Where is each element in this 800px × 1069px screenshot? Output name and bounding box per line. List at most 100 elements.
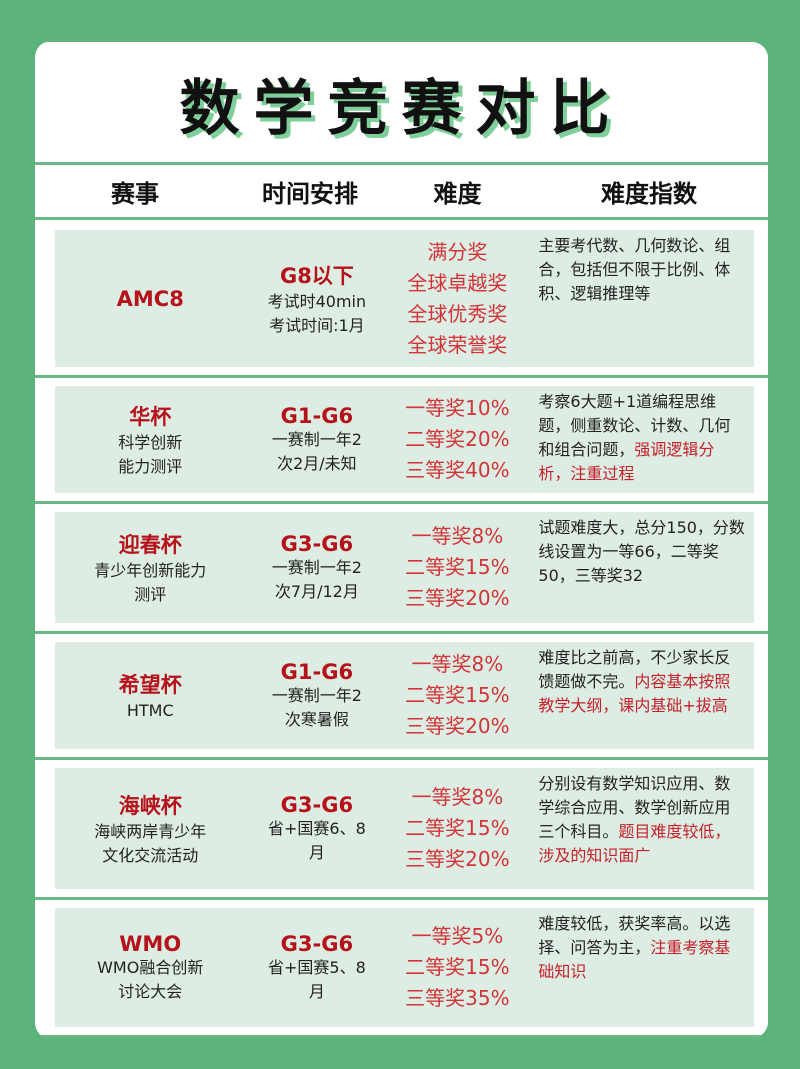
row-panel: 华杯科学创新能力测评 G1-G6 一赛制一年2 次2月/未知 一等奖10% 二等奖20% 三… [55, 386, 754, 493]
table-header: 赛事 时间安排 难度 难度指数 [35, 162, 768, 220]
schedule-line: 次7月/12月 [274, 581, 359, 601]
awards-cell: 一等奖8% 二等奖15% 三等奖20% [388, 768, 526, 889]
award-line: 三等奖20% [405, 586, 510, 610]
event-cell: 希望杯 HTMC [55, 642, 245, 749]
row-panel: AMC8 G8以下 考试时40min 考试时间:1月 满分奖 全球卓越奖 全球优秀奖 全球荣誉… [55, 230, 754, 367]
event-subtitle: 讨论大会 [118, 981, 183, 1001]
awards-cell: 一等奖8% 二等奖15% 三等奖20% [388, 512, 526, 623]
grade-range: G1-G6 [280, 403, 354, 428]
event-subtitle: 文化交流活动 [102, 845, 199, 865]
description-text: 试题难度大，总分150，分数线设置为一等66，二等奖50，三等奖32 [538, 518, 745, 585]
table-row: 华杯科学创新能力测评 G1-G6 一赛制一年2 次2月/未知 一等奖10% 二等奖20% 三… [35, 378, 768, 504]
table-row: WMO WMO融合创新 讨论大会 G3-G6 省+国赛5、8 月 一等奖5% 二等奖15% 三等… [35, 900, 768, 1038]
description-text: 难度较低，获奖率高。以选择、问答为主， [538, 914, 731, 957]
schedule-line: 省+国赛6、8 [268, 818, 366, 838]
description-cell: 难度比之前高，不少家长反馈题做不完。内容基本按照教学大纲，课内基础+拔高 [526, 642, 754, 749]
event-subtitle: 海峡两岸青少年 [94, 821, 207, 841]
description-text: 考察6大题+1道编程思维题，侧重数论、计数、几何和组合问题， [538, 392, 731, 459]
comparison-card: 数学竞赛对比 赛事 时间安排 难度 难度指数 AMC8 G8以下考试时40min 考… [32, 42, 768, 1038]
description-cell: 分别设有数学知识应用、数学综合应用、数学创新应用三个科目。题目难度较低，涉及的知… [526, 768, 754, 889]
description-text: 主要考代数、几何数论、组合，包括但不限于比例、体积、逻辑推理等 [538, 236, 731, 303]
schedule-cell: G3-G6 省+国赛5、8 月 [245, 908, 388, 1027]
schedule-line: 次2月/未知 [277, 453, 357, 473]
description-cell: 难度较低，获奖率高。以选择、问答为主，注重考察基础知识 [526, 908, 754, 1027]
row-panel: WMO WMO融合创新 讨论大会 G3-G6 省+国赛5、8 月 一等奖5% 二等奖15% 三等… [55, 908, 754, 1027]
event-name: AMC8 [116, 286, 184, 311]
award-line: 二等奖20% [405, 427, 510, 451]
schedule-line: 一赛制一年2 [271, 429, 362, 449]
event-name: 华杯 [129, 404, 172, 429]
schedule-line: 考试时间:1月 [269, 315, 365, 335]
award-line: 三等奖35% [405, 986, 510, 1010]
event-name: 海峡杯 [118, 793, 182, 818]
event-cell: AMC8 [55, 230, 245, 367]
event-name: WMO [119, 931, 182, 956]
awards-cell: 一等奖8% 二等奖15% 三等奖20% [388, 642, 526, 749]
event-name: 迎春杯 [118, 532, 182, 557]
event-subtitle: 科学创新 [118, 432, 183, 452]
header-schedule: 时间安排 [262, 179, 358, 208]
description-text: 注重考察基础知识 [538, 938, 731, 981]
schedule-cell: G8以下考试时40min 考试时间:1月 [245, 230, 388, 367]
schedule-line: 月 [308, 981, 325, 1001]
award-line: 三等奖40% [405, 458, 510, 482]
event-cell: WMO WMO融合创新 讨论大会 [55, 908, 245, 1027]
grade-range: G8以下 [279, 263, 354, 288]
award-line: 二等奖15% [405, 683, 510, 707]
description-cell: 考察6大题+1道编程思维题，侧重数论、计数、几何和组合问题，强调逻辑分析，注重过… [526, 386, 754, 493]
table-row: 海峡杯 海峡两岸青少年 文化交流活动 G3-G6 省+国赛6、8 月 一等奖8% 二等奖15%… [35, 760, 768, 900]
schedule-line: 考试时40min [267, 291, 367, 311]
awards-cell: 一等奖5% 二等奖15% 三等奖35% [388, 908, 526, 1027]
event-cell: 迎春杯青少年创新能力 测评 [55, 512, 245, 623]
event-subtitle: HTMC [126, 700, 174, 720]
table-row: 迎春杯青少年创新能力 测评 G3-G6 一赛制一年2 次7月/12月 一等奖8% 二等奖15… [35, 504, 768, 634]
award-line: 满分奖 [427, 239, 488, 264]
event-subtitle: WMO融合创新 [97, 957, 204, 977]
award-line: 一等奖8% [411, 524, 504, 548]
event-subtitle: 青少年创新能力 [94, 560, 207, 580]
event-subtitle: 测评 [134, 584, 167, 604]
schedule-cell: G3-G6 省+国赛6、8 月 [245, 768, 388, 889]
event-cell: 海峡杯海峡两岸青少年 文化交流活动 [55, 768, 245, 889]
event-subtitle: 能力测评 [118, 456, 183, 476]
description-cell: 试题难度大，总分150，分数线设置为一等66，二等奖50，三等奖32 [526, 512, 754, 623]
award-line: 全球优秀奖 [407, 301, 508, 326]
award-line: 三等奖20% [405, 714, 510, 738]
header-event: 赛事 [111, 179, 159, 208]
award-line: 二等奖15% [405, 555, 510, 579]
row-panel: 迎春杯青少年创新能力 测评 G3-G6 一赛制一年2 次7月/12月 一等奖8% 二等奖15… [55, 512, 754, 623]
description-cell: 主要考代数、几何数论、组合，包括但不限于比例、体积、逻辑推理等 [526, 230, 754, 367]
header-difficulty: 难度 [433, 179, 482, 208]
award-line: 全球荣誉奖 [407, 332, 508, 357]
schedule-cell: G1-G6 一赛制一年2 次寒暑假 [245, 642, 388, 749]
award-line: 三等奖20% [405, 847, 510, 871]
schedule-line: 一赛制一年2 [271, 685, 362, 705]
event-cell: 华杯科学创新能力测评 [55, 386, 245, 493]
award-line: 一等奖10% [405, 396, 510, 420]
schedule-line: 次寒暑假 [284, 709, 349, 729]
schedule-cell: G1-G6 一赛制一年2 次2月/未知 [245, 386, 388, 493]
award-line: 二等奖15% [405, 955, 510, 979]
award-line: 二等奖15% [405, 816, 510, 840]
schedule-line: 月 [308, 842, 325, 862]
schedule-line: 一赛制一年2 [271, 557, 362, 577]
row-panel: 希望杯 HTMC G1-G6 一赛制一年2 次寒暑假 一等奖8% 二等奖15% 三等奖20% 难… [55, 642, 754, 749]
award-line: 一等奖8% [411, 652, 504, 676]
header-difficulty-index: 难度指数 [601, 179, 697, 208]
page-title: 数学竞赛对比 [179, 74, 624, 144]
awards-cell: 满分奖 全球卓越奖 全球优秀奖 全球荣誉奖 [388, 230, 526, 367]
description-text: 内容基本按照教学大纲，课内基础+拔高 [538, 672, 731, 715]
description-text: 强调逻辑分析，注重过程 [538, 440, 715, 483]
description-text: 分别设有数学知识应用、数学综合应用、数学创新应用三个科目。 [538, 774, 731, 841]
grade-range: G3-G6 [280, 931, 354, 956]
description-text: 难度比之前高，不少家长反馈题做不完。 [538, 648, 731, 691]
row-panel: 海峡杯 海峡两岸青少年 文化交流活动 G3-G6 省+国赛6、8 月 一等奖8% 二等奖15%… [55, 768, 754, 889]
award-line: 一等奖8% [411, 785, 504, 809]
schedule-cell: G3-G6 一赛制一年2 次7月/12月 [245, 512, 388, 623]
table-row: 希望杯 HTMC G1-G6 一赛制一年2 次寒暑假 一等奖8% 二等奖15% 三等奖20% 难… [35, 634, 768, 760]
description-text: 题目难度较低，涉及的知识面广 [538, 822, 731, 865]
grade-range: G1-G6 [280, 659, 354, 684]
award-line: 一等奖5% [411, 924, 504, 948]
grade-range: G3-G6 [280, 531, 354, 556]
schedule-line: 省+国赛5、8 [268, 957, 366, 977]
